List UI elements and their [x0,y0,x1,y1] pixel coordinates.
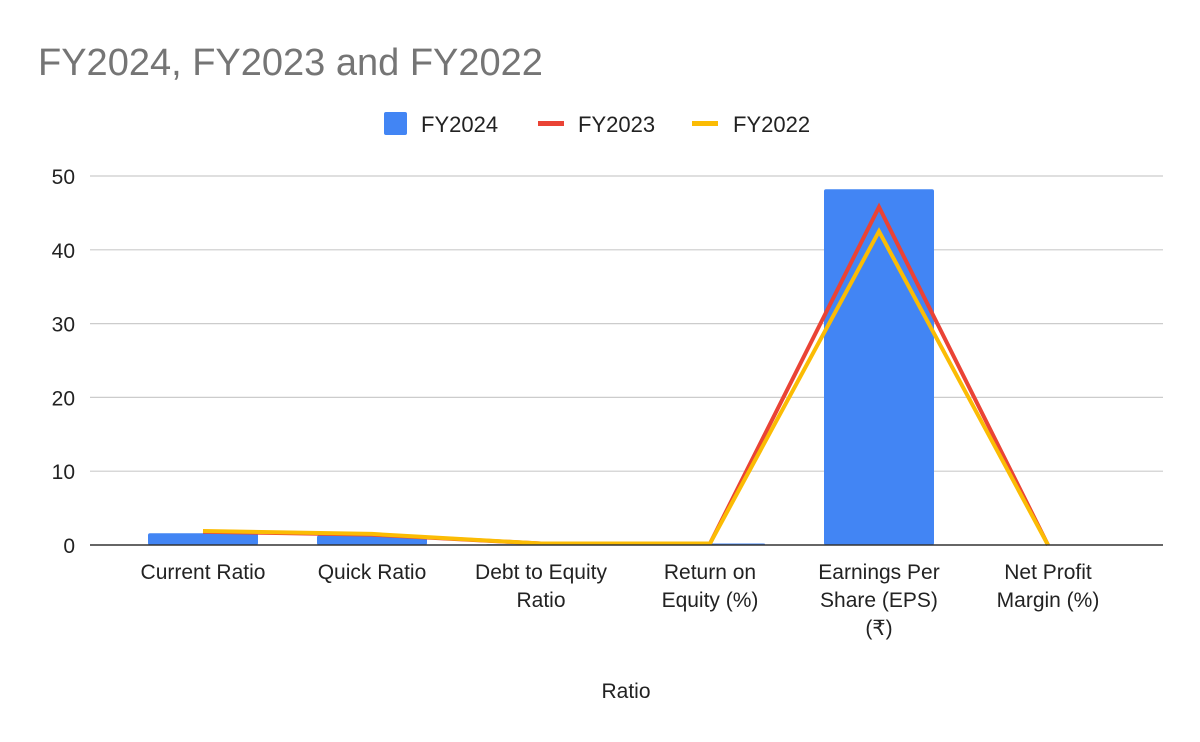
legend-swatch-fy2024 [384,112,407,135]
legend: FY2024 FY2023 FY2022 [384,112,810,137]
legend-label-fy2022: FY2022 [733,112,810,137]
y-tick-label-10: 10 [52,461,75,484]
y-tick-label-50: 50 [52,166,75,189]
x-category-label-4: Earnings Per Share (EPS) (₹) [818,561,939,640]
x-category-label-3: Return on Equity (%) [662,561,759,612]
legend-label-fy2024: FY2024 [421,112,498,137]
bar-fy2024-0 [148,533,258,545]
bar-fy2024-4 [824,189,934,545]
line-fy2022 [202,227,1050,546]
legend-swatch-fy2022 [692,121,718,126]
gridlines [90,175,1163,472]
x-category-label-5: Net Profit Margin (%) [997,561,1100,612]
x-axis-categories: Current Ratio Quick Ratio Debt to Equity Ra… [141,561,1100,640]
y-tick-label-40: 40 [52,240,75,263]
x-category-label-2: Debt to Equity Ratio [475,561,607,612]
x-axis-label: Ratio [601,680,650,703]
legend-label-fy2023: FY2023 [578,112,655,137]
y-tick-label-30: 30 [52,314,75,337]
series-lines [202,202,1050,546]
chart-title: FY2024, FY2023 and FY2022 [38,42,543,84]
y-tick-label-20: 20 [52,387,75,410]
x-category-label-0: Current Ratio [141,561,266,584]
x-category-label-1: Quick Ratio [318,561,427,584]
y-tick-label-0: 0 [63,535,75,558]
fy2024-bars [148,189,934,545]
legend-swatch-fy2023 [538,121,564,126]
y-axis-ticks: 0 10 20 30 40 50 [52,166,75,558]
